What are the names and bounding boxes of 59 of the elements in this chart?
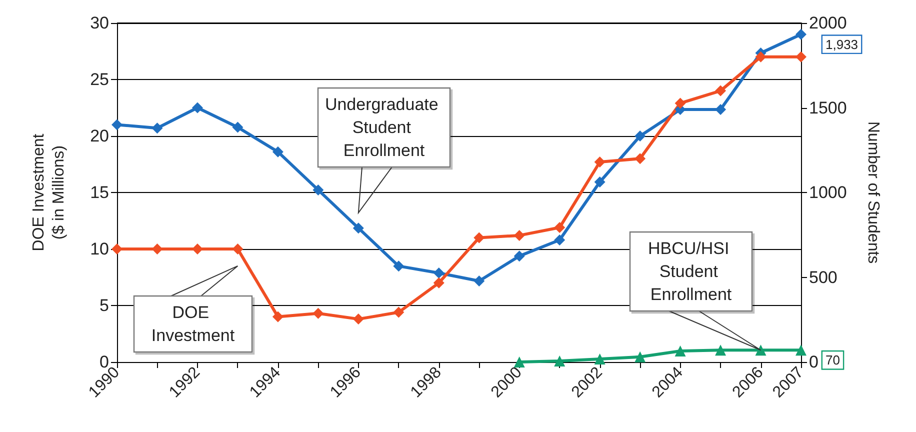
point xyxy=(674,345,686,356)
point xyxy=(715,344,726,356)
data-label: 70 xyxy=(826,352,840,368)
point xyxy=(796,28,806,40)
point xyxy=(715,104,726,115)
y-axis-title: DOE Investment ($ in Millions) xyxy=(30,133,68,252)
point xyxy=(796,51,806,62)
y-tick-label: 20 xyxy=(90,126,109,146)
point xyxy=(152,244,163,254)
point xyxy=(192,102,203,114)
y2-tick-label: 0 xyxy=(809,352,818,372)
y2-tick-label: 500 xyxy=(809,268,838,287)
point xyxy=(634,153,646,164)
y-tick-label: 25 xyxy=(90,70,109,89)
point xyxy=(594,353,606,364)
point xyxy=(352,314,364,325)
point xyxy=(594,176,606,188)
point xyxy=(474,232,485,244)
point xyxy=(796,344,806,356)
point xyxy=(514,250,525,262)
point xyxy=(634,130,646,142)
point xyxy=(634,351,646,362)
point xyxy=(352,222,364,234)
point xyxy=(433,277,444,288)
point xyxy=(594,156,606,168)
point xyxy=(312,184,324,196)
y2-tick-label: 1000 xyxy=(809,183,847,202)
point xyxy=(674,98,686,109)
point xyxy=(554,234,566,246)
point xyxy=(715,85,726,96)
point xyxy=(755,51,766,62)
y-tick-label: 5 xyxy=(100,296,109,315)
point xyxy=(112,119,122,130)
y2-tick-label: 2000 xyxy=(809,14,847,32)
point xyxy=(272,146,284,158)
point xyxy=(433,268,444,279)
y2-tick-label: 1500 xyxy=(809,98,847,118)
series-label: Undergraduate Student Enrollment xyxy=(324,95,444,160)
point xyxy=(514,356,525,368)
point xyxy=(393,306,404,318)
point xyxy=(514,230,525,241)
y-tick-label: 10 xyxy=(90,240,109,258)
y-tick-label: 0 xyxy=(100,352,109,372)
point xyxy=(474,275,485,286)
point xyxy=(232,244,244,254)
point xyxy=(152,122,163,134)
point xyxy=(554,222,566,234)
y-tick-label: 30 xyxy=(90,14,109,32)
point xyxy=(755,344,766,356)
data-label: 1,933 xyxy=(826,36,858,52)
y-tick-label: 15 xyxy=(90,183,109,202)
point xyxy=(272,311,284,322)
text: HBCU/HSI Student Enrollment xyxy=(648,239,734,304)
y2-axis-title: Number of Students xyxy=(864,121,882,264)
point xyxy=(312,308,324,319)
point xyxy=(393,260,404,272)
series-label: DOE Investment xyxy=(151,303,235,345)
point xyxy=(232,122,244,133)
point xyxy=(554,355,566,366)
